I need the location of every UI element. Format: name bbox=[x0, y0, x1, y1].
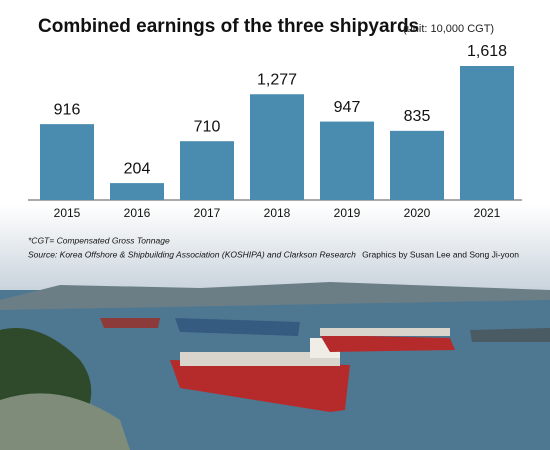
value-label: 916 bbox=[54, 101, 81, 118]
x-tick-label: 2019 bbox=[334, 206, 361, 220]
x-tick-label: 2021 bbox=[474, 206, 501, 220]
credit: Graphics by Susan Lee and Song Ji-yoon bbox=[362, 249, 519, 259]
bar bbox=[40, 124, 94, 200]
photo-background bbox=[0, 205, 550, 450]
source-note: Source: Korea Offshore & Shipbuilding As… bbox=[28, 249, 356, 259]
value-label: 1,277 bbox=[257, 71, 297, 88]
bar bbox=[180, 141, 234, 200]
x-tick-label: 2020 bbox=[404, 206, 431, 220]
x-tick-label: 2018 bbox=[264, 206, 291, 220]
value-label: 947 bbox=[334, 99, 361, 116]
bar bbox=[460, 66, 514, 200]
bar bbox=[110, 183, 164, 200]
x-tick-label: 2016 bbox=[124, 206, 151, 220]
x-tick-label: 2015 bbox=[54, 206, 81, 220]
value-label: 710 bbox=[194, 118, 221, 135]
bar bbox=[250, 94, 304, 200]
chart-title: Combined earnings of the three shipyards bbox=[38, 16, 419, 37]
value-label: 204 bbox=[124, 160, 151, 177]
value-label: 835 bbox=[404, 108, 431, 125]
bar bbox=[390, 130, 444, 200]
bar bbox=[320, 121, 374, 200]
chart-subtitle: (unit: 10,000 CGT) bbox=[403, 23, 494, 35]
value-label: 1,618 bbox=[467, 43, 507, 60]
x-tick-label: 2017 bbox=[194, 206, 221, 220]
note: *CGT= Compensated Gross Tonnage bbox=[28, 235, 170, 245]
